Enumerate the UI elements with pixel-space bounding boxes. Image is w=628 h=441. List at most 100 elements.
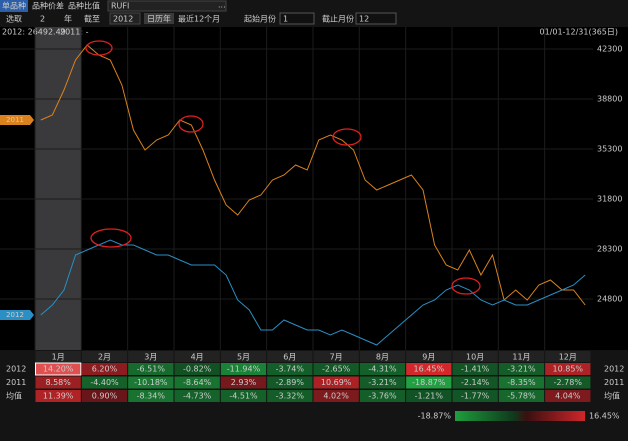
year-select[interactable] [109, 12, 141, 25]
label: 起始月份 [244, 14, 276, 24]
cell-value: -2.78% [554, 378, 583, 387]
cell-value: -3.76% [368, 392, 397, 401]
cell-value: 14.20% [43, 365, 74, 374]
end-select[interactable] [355, 12, 397, 25]
y-tick-label: 38800 [597, 95, 622, 104]
series-tag [0, 310, 34, 320]
readout: 2012: 26492.49 [2, 28, 66, 37]
y-tick-label: 35300 [597, 145, 622, 154]
symbol-input[interactable] [107, 0, 227, 12]
start-select[interactable] [279, 12, 315, 25]
annotation-circle [85, 40, 113, 56]
cell-value: 16.45% [414, 365, 445, 374]
cell [81, 363, 128, 375]
row-label: 2012 [6, 365, 26, 374]
cell-value: -3.74% [276, 365, 305, 374]
cell [406, 363, 452, 375]
cell [128, 376, 174, 389]
cell [545, 376, 591, 389]
cell-value: 10.85% [553, 365, 584, 374]
cell-value: 8.58% [45, 378, 71, 387]
cell-value: 2.93% [231, 378, 257, 387]
month-header-bg [128, 351, 174, 362]
calendar[interactable]: 日历年 [147, 14, 171, 24]
series-line [40, 239, 586, 346]
years[interactable]: 2 [40, 15, 45, 24]
scale-max: 16.45% [589, 412, 620, 421]
cell [406, 376, 452, 389]
until-year[interactable]: 2012 [113, 15, 133, 24]
cell-value: -0.82% [183, 365, 212, 374]
cell-value: -2.89% [276, 378, 305, 387]
cell [313, 390, 359, 402]
x-tick-label: 6月 [283, 353, 296, 362]
label: 截至 [84, 14, 100, 24]
recent[interactable]: 最近12个月 [178, 14, 220, 24]
row-label: 2012 [604, 365, 624, 374]
cell-value: -8.64% [183, 378, 212, 387]
y-tick-label: 28300 [597, 245, 622, 254]
cell-value: -8.35% [507, 378, 536, 387]
more[interactable]: ... [218, 1, 226, 10]
cell-value: 6.20% [92, 365, 118, 374]
cell-value: -2.65% [322, 365, 351, 374]
x-tick-label: 11月 [512, 353, 530, 362]
annotation-circle [178, 115, 204, 133]
range-label: 01/01-12/31(365日) [539, 28, 618, 37]
cell-value: -4.31% [368, 365, 397, 374]
x-tick-label: 9月 [422, 353, 435, 362]
cell [452, 376, 498, 389]
readout: 2011: - [60, 28, 89, 37]
cell [359, 376, 406, 389]
month-header-bg [313, 351, 359, 362]
x-tick-label: 12月 [559, 353, 577, 362]
cell-value: -1.41% [461, 365, 490, 374]
x-tick-label: 3月 [144, 353, 157, 362]
cell [267, 390, 313, 402]
cell [81, 376, 128, 389]
cell [174, 363, 220, 375]
cell [174, 376, 220, 389]
cell [406, 390, 452, 402]
tab[interactable]: 单品种 [2, 1, 26, 11]
calendar-btn[interactable] [144, 13, 174, 24]
month-header-bg [406, 351, 452, 362]
cell-value: 0.90% [92, 392, 118, 401]
cell [498, 363, 545, 375]
highlight-month [35, 27, 81, 350]
cell-value: -3.21% [368, 378, 397, 387]
cell-value: 4.04% [555, 392, 581, 401]
symbol[interactable]: RUFI [111, 2, 129, 11]
cell-value: -8.34% [137, 392, 166, 401]
series-tag-label: 2011 [6, 116, 24, 124]
end-month[interactable]: 12 [359, 15, 369, 24]
cell [220, 363, 267, 375]
cell [359, 363, 406, 375]
start-month[interactable]: 1 [283, 15, 288, 24]
cell [35, 390, 81, 402]
row-label: 均值 [604, 391, 620, 401]
month-header-bg [359, 351, 406, 362]
month-header-bg [220, 351, 267, 362]
cell-value: 10.69% [321, 378, 352, 387]
series-line [40, 44, 586, 306]
cell-value: -2.14% [461, 378, 490, 387]
cell-value: -4.73% [183, 392, 212, 401]
cell-value: -6.51% [137, 365, 166, 374]
row-label: 均值 [6, 391, 22, 401]
cell [81, 390, 128, 402]
series-tag-label: 2012 [6, 311, 24, 319]
tab[interactable]: 品种价差 [32, 1, 64, 11]
label: 年 [64, 14, 72, 24]
month-header-bg [267, 351, 313, 362]
cell [452, 363, 498, 375]
annotation-circle [332, 128, 362, 146]
tab[interactable]: 品种比值 [68, 1, 100, 11]
month-header-bg [174, 351, 220, 362]
label: 选取 [6, 14, 22, 24]
tab-active[interactable] [0, 0, 28, 12]
month-header-bg [81, 351, 128, 362]
x-tick-label: 7月 [330, 353, 343, 362]
x-tick-label: 2月 [98, 353, 111, 362]
